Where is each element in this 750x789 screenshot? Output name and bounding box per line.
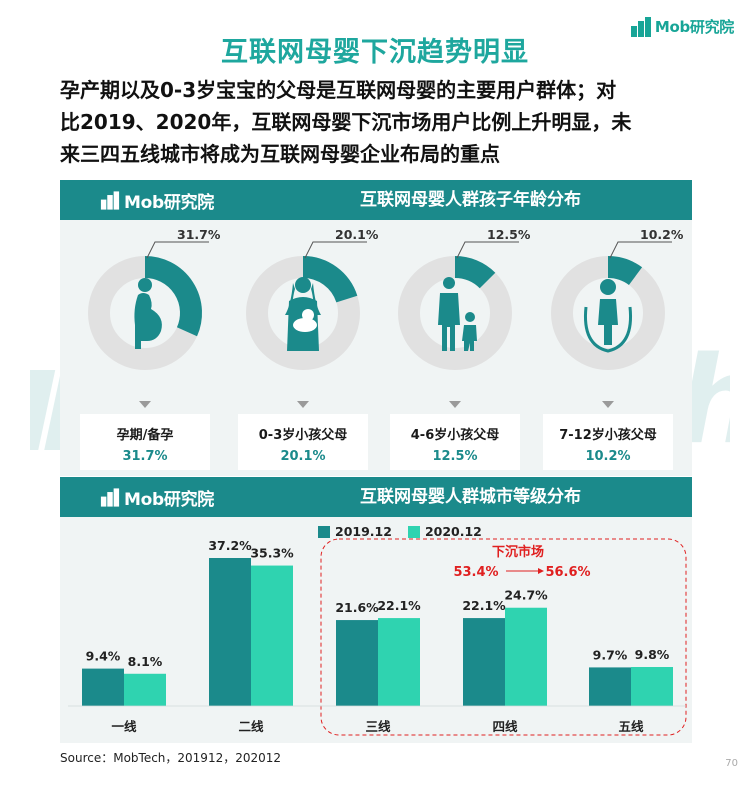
bar-value-label: 35.3% bbox=[250, 546, 294, 561]
child-jumping-rope-icon bbox=[583, 279, 633, 353]
donut-slice bbox=[144, 256, 202, 337]
annotation-to: 56.6% bbox=[545, 565, 590, 580]
bar-2020.12-二线 bbox=[251, 565, 293, 706]
bar-value-label: 22.1% bbox=[377, 598, 421, 613]
category-name: 0-3岁小孩父母 bbox=[258, 428, 348, 443]
category-value: 31.7% bbox=[122, 449, 168, 464]
donut-slice bbox=[607, 256, 643, 286]
category-value: 12.5% bbox=[432, 449, 478, 464]
bar-value-label: 21.6% bbox=[335, 600, 379, 615]
bar-value-label: 9.8% bbox=[635, 647, 670, 662]
x-tick-label: 四线 bbox=[492, 719, 518, 734]
leader-line bbox=[456, 241, 519, 259]
annotation-arrowhead bbox=[538, 568, 544, 574]
bar-value-label: 22.1% bbox=[462, 598, 506, 613]
category-card: 7-12岁小孩父母 10.2% bbox=[543, 414, 673, 470]
legend-item-2020: 2020.12 bbox=[407, 524, 482, 539]
subtitle-line-3: 来三四五线城市将成为互联网母婴企业布局的重点 bbox=[60, 142, 500, 166]
x-tick-label: 五线 bbox=[618, 719, 644, 734]
age-section-header: Mob研究院 互联网母婴人群孩子年龄分布 bbox=[60, 180, 692, 220]
source-note: Source：MobTech，201912，202012 bbox=[60, 751, 282, 765]
subtitle-line-1: 孕产期以及0-3岁宝宝的父母是互联网母婴的主要用户群体；对 bbox=[60, 78, 617, 102]
x-tick-label: 三线 bbox=[365, 719, 391, 734]
bar-value-label: 9.4% bbox=[86, 649, 121, 664]
page-title: 互联网母婴下沉趋势明显 bbox=[221, 37, 529, 68]
x-tick-label: 二线 bbox=[238, 719, 264, 734]
section-logo-text: Mob研究院 bbox=[124, 192, 214, 213]
pointer-triangle bbox=[139, 401, 151, 408]
x-tick-label: 一线 bbox=[111, 719, 137, 734]
legend-swatch bbox=[407, 525, 420, 538]
bar-2020.12-五线 bbox=[631, 667, 673, 706]
chart-legend: 2019.12 2020.12 bbox=[318, 524, 482, 539]
category-value: 10.2% bbox=[585, 449, 631, 464]
pregnant-woman-icon bbox=[134, 278, 162, 349]
city-section-header: Mob研究院 互联网母婴人群城市等级分布 bbox=[60, 477, 692, 517]
donut-2: 20.1% bbox=[246, 227, 379, 370]
bar-2020.12-三线 bbox=[378, 618, 420, 706]
bar-2020.12-一线 bbox=[124, 673, 166, 706]
legend-item-2019: 2019.12 bbox=[318, 524, 392, 539]
bar-2019.12-四线 bbox=[463, 618, 505, 706]
pointer-triangle bbox=[449, 401, 461, 408]
donut-value-label: 10.2% bbox=[640, 227, 684, 242]
legend-label: 2019.12 bbox=[335, 524, 392, 539]
mob-logo-icon bbox=[630, 16, 651, 37]
bar-value-label: 24.7% bbox=[504, 588, 548, 603]
donut-value-label: 31.7% bbox=[177, 227, 221, 242]
category-card: 孕期/备孕 31.7% bbox=[80, 414, 210, 470]
legend-swatch bbox=[318, 525, 330, 538]
brand-logo: Mob研究院 bbox=[630, 16, 734, 37]
bar-value-label: 8.1% bbox=[128, 654, 163, 669]
leader-line bbox=[304, 241, 367, 259]
section-logo: Mob研究院 bbox=[100, 180, 214, 220]
annotation-title: 下沉市场 bbox=[492, 544, 544, 560]
bar-2019.12-二线 bbox=[209, 558, 251, 706]
annotation-box bbox=[320, 538, 687, 736]
annotation-from: 53.4% bbox=[453, 565, 498, 580]
category-name: 4-6岁小孩父母 bbox=[410, 428, 500, 443]
brand-logo-text: Mob研究院 bbox=[654, 18, 734, 36]
donut-value-label: 20.1% bbox=[335, 227, 379, 242]
donut-slice bbox=[302, 256, 358, 303]
legend-label: 2020.12 bbox=[424, 524, 482, 539]
page-number: 70 bbox=[725, 758, 738, 769]
mob-logo-icon bbox=[100, 190, 120, 210]
section-logo-text: Mob研究院 bbox=[124, 489, 214, 510]
subtitle-line-2: 比2019、2020年，互联网母婴下沉市场用户比例上升明显，未 bbox=[60, 110, 632, 134]
donut-3: 12.5% bbox=[398, 227, 531, 370]
category-name: 7-12岁小孩父母 bbox=[559, 428, 657, 443]
category-name: 孕期/备孕 bbox=[116, 428, 174, 443]
leader-line bbox=[609, 241, 672, 259]
donut-slice bbox=[454, 256, 496, 289]
donut-value-label: 12.5% bbox=[487, 227, 531, 242]
category-card: 4-6岁小孩父母 12.5% bbox=[390, 414, 520, 470]
pointer-triangle bbox=[297, 401, 309, 408]
mother-with-baby-icon bbox=[285, 277, 321, 351]
leader-line bbox=[146, 241, 209, 259]
category-card: 0-3岁小孩父母 20.1% bbox=[238, 414, 368, 470]
pointer-triangle bbox=[602, 401, 614, 408]
bar-2019.12-一线 bbox=[82, 668, 124, 706]
bar-2019.12-五线 bbox=[589, 667, 631, 706]
city-section-title: 互联网母婴人群城市等级分布 bbox=[360, 487, 581, 507]
bar-2019.12-三线 bbox=[336, 620, 378, 706]
age-section-title: 互联网母婴人群孩子年龄分布 bbox=[360, 190, 581, 210]
section-logo: Mob研究院 bbox=[100, 477, 214, 517]
category-value: 20.1% bbox=[280, 449, 326, 464]
parent-with-child-icon bbox=[438, 277, 477, 351]
bar-value-label: 9.7% bbox=[593, 647, 628, 662]
donut-4: 10.2% bbox=[551, 227, 684, 370]
mob-logo-icon bbox=[100, 487, 120, 507]
bar-2020.12-四线 bbox=[505, 607, 547, 706]
bar-value-label: 37.2% bbox=[208, 538, 252, 553]
donut-1: 31.7% bbox=[88, 227, 221, 370]
